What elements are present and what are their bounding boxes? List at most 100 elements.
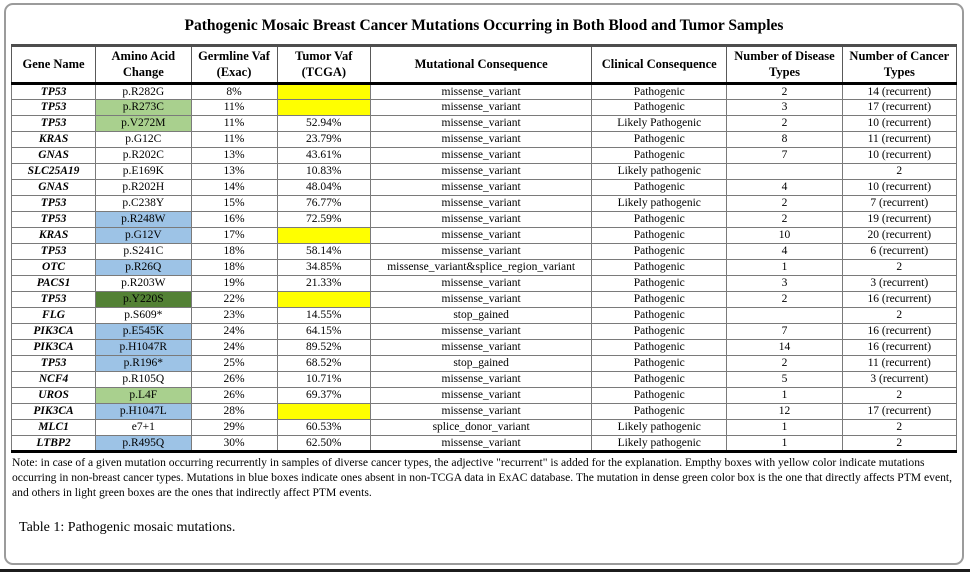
gene-name-cell: PIK3CA: [10, 339, 97, 357]
disease-types-cell: 1: [726, 387, 843, 405]
gene-name-cell: KRAS: [10, 227, 97, 245]
disease-types-cell: 2: [726, 83, 843, 101]
germline-vaf-cell: 30%: [190, 435, 278, 454]
table-row: TP53 p.R273C 11% missense_variant Pathogenic…: [10, 99, 958, 117]
table-row: PIK3CA p.H1047L 28% missense_variant Pathoge…: [10, 403, 958, 421]
amino-acid-cell: p.R203W: [95, 275, 192, 293]
cancer-types-cell: 14 (recurrent): [841, 83, 958, 101]
germline-vaf-cell: 23%: [190, 307, 278, 325]
table-row: TP53 p.S241C 18% 58.14% missense_variant Path…: [10, 243, 958, 261]
gene-name-cell: UROS: [10, 387, 97, 405]
cancer-types-cell: 3 (recurrent): [841, 371, 958, 389]
germline-vaf-cell: 13%: [190, 147, 278, 165]
table-header: Gene Name Amino Acid Change Germline Vaf (…: [10, 43, 958, 86]
germline-vaf-cell: 18%: [190, 259, 278, 277]
germline-vaf-cell: 24%: [190, 323, 278, 341]
tumor-vaf-cell: 34.85%: [276, 259, 372, 277]
amino-acid-cell: p.S241C: [95, 243, 192, 261]
table-row: KRAS p.G12V 17% missense_variant Pathogenic 1…: [10, 227, 958, 245]
amino-acid-cell: p.R196*: [95, 355, 192, 373]
clinical-consequence-cell: Likely Pathogenic: [591, 115, 728, 133]
amino-acid-cell: p.R202H: [95, 179, 192, 197]
amino-acid-cell: p.S609*: [95, 307, 192, 325]
tumor-vaf-cell: [276, 83, 372, 101]
mutational-consequence-cell: stop_gained: [370, 307, 593, 325]
amino-acid-cell: p.H1047L: [95, 403, 192, 421]
disease-types-cell: 2: [726, 115, 843, 133]
disease-types-cell: 10: [726, 227, 843, 245]
amino-acid-cell: p.H1047R: [95, 339, 192, 357]
cancer-types-cell: 16 (recurrent): [841, 339, 958, 357]
gene-name-cell: KRAS: [10, 131, 97, 149]
mutational-consequence-cell: stop_gained: [370, 355, 593, 373]
disease-types-cell: 7: [726, 323, 843, 341]
cancer-types-cell: 3 (recurrent): [841, 275, 958, 293]
cancer-types-cell: 2: [841, 259, 958, 277]
cancer-types-cell: 2: [841, 307, 958, 325]
mutational-consequence-cell: missense_variant: [370, 83, 593, 101]
germline-vaf-cell: 22%: [190, 291, 278, 309]
amino-acid-cell: p.R495Q: [95, 435, 192, 454]
tumor-vaf-cell: 14.55%: [276, 307, 372, 325]
disease-types-cell: 5: [726, 371, 843, 389]
tumor-vaf-cell: 62.50%: [276, 435, 372, 454]
tumor-vaf-cell: 72.59%: [276, 211, 372, 229]
clinical-consequence-cell: Pathogenic: [591, 387, 728, 405]
tumor-vaf-cell: 10.83%: [276, 163, 372, 181]
table-body: TP53 p.R282G 8% missense_variant Pathogenic 2…: [10, 83, 958, 454]
germline-vaf-cell: 26%: [190, 371, 278, 389]
clinical-consequence-cell: Pathogenic: [591, 227, 728, 245]
amino-acid-cell: e7+1: [95, 419, 192, 437]
table-caption: Table 1: Pathogenic mosaic mutations.: [19, 520, 236, 536]
germline-vaf-cell: 29%: [190, 419, 278, 437]
germline-vaf-cell: 19%: [190, 275, 278, 293]
disease-types-cell: 4: [726, 243, 843, 261]
amino-acid-cell: p.V272M: [95, 115, 192, 133]
table-row: SLC25A19 p.E169K 13% 10.83% missense_variant…: [10, 163, 958, 181]
mutational-consequence-cell: missense_variant: [370, 131, 593, 149]
gene-name-cell: PIK3CA: [10, 323, 97, 341]
amino-acid-cell: p.Y220S: [95, 291, 192, 309]
tumor-vaf-cell: 58.14%: [276, 243, 372, 261]
table-row: PACS1 p.R203W 19% 21.33% missense_variant Pat…: [10, 275, 958, 293]
gene-name-cell: MLC1: [10, 419, 97, 437]
table-row: FLG p.S609* 23% 14.55% stop_gained Pathogenic…: [10, 307, 958, 325]
clinical-consequence-cell: Pathogenic: [591, 307, 728, 325]
cancer-types-cell: 2: [841, 435, 958, 454]
germline-vaf-cell: 18%: [190, 243, 278, 261]
mutational-consequence-cell: missense_variant: [370, 371, 593, 389]
gene-name-cell: TP53: [10, 83, 97, 101]
amino-acid-cell: p.G12C: [95, 131, 192, 149]
tumor-vaf-cell: 23.79%: [276, 131, 372, 149]
table-row: OTC p.R26Q 18% 34.85% missense_variant&splic…: [10, 259, 958, 277]
tumor-vaf-cell: 69.37%: [276, 387, 372, 405]
table-row: TP53 p.R196* 25% 68.52% stop_gained Pathogeni…: [10, 355, 958, 373]
clinical-consequence-cell: Pathogenic: [591, 403, 728, 421]
cancer-types-cell: 2: [841, 163, 958, 181]
germline-vaf-cell: 13%: [190, 163, 278, 181]
amino-acid-cell: p.G12V: [95, 227, 192, 245]
table-card: Pathogenic Mosaic Breast Cancer Mutation…: [4, 3, 964, 565]
mutational-consequence-cell: splice_donor_variant: [370, 419, 593, 437]
mutational-consequence-cell: missense_variant: [370, 387, 593, 405]
disease-types-cell: 14: [726, 339, 843, 357]
table-row: PIK3CA p.E545K 24% 64.15% missense_variant Pa…: [10, 323, 958, 341]
column-header-mutational-consequence: Mutational Consequence: [370, 43, 593, 86]
clinical-consequence-cell: Pathogenic: [591, 291, 728, 309]
gene-name-cell: GNAS: [10, 147, 97, 165]
gene-name-cell: TP53: [10, 291, 97, 309]
germline-vaf-cell: 25%: [190, 355, 278, 373]
clinical-consequence-cell: Likely pathogenic: [591, 195, 728, 213]
tumor-vaf-cell: 48.04%: [276, 179, 372, 197]
disease-types-cell: 2: [726, 291, 843, 309]
tumor-vaf-cell: 89.52%: [276, 339, 372, 357]
mutational-consequence-cell: missense_variant: [370, 323, 593, 341]
mutational-consequence-cell: missense_variant: [370, 179, 593, 197]
tumor-vaf-cell: [276, 227, 372, 245]
clinical-consequence-cell: Pathogenic: [591, 243, 728, 261]
germline-vaf-cell: 28%: [190, 403, 278, 421]
table-row: UROS p.L4F 26% 69.37% missense_variant Pathog…: [10, 387, 958, 405]
amino-acid-cell: p.R248W: [95, 211, 192, 229]
gene-name-cell: TP53: [10, 355, 97, 373]
germline-vaf-cell: 17%: [190, 227, 278, 245]
